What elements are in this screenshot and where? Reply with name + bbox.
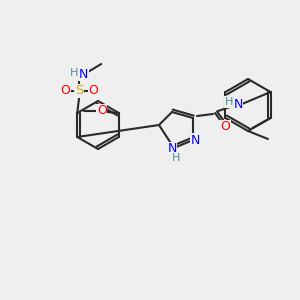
Text: S: S — [75, 85, 83, 98]
Text: O: O — [60, 85, 70, 98]
Text: N: N — [167, 142, 177, 155]
Text: N: N — [233, 98, 243, 112]
Text: N: N — [190, 134, 200, 146]
Text: H: H — [225, 97, 233, 107]
Text: O: O — [220, 121, 230, 134]
Text: O: O — [97, 104, 107, 118]
Text: H: H — [172, 153, 180, 163]
Text: N: N — [79, 68, 88, 80]
Text: H: H — [70, 68, 78, 78]
Text: O: O — [88, 85, 98, 98]
